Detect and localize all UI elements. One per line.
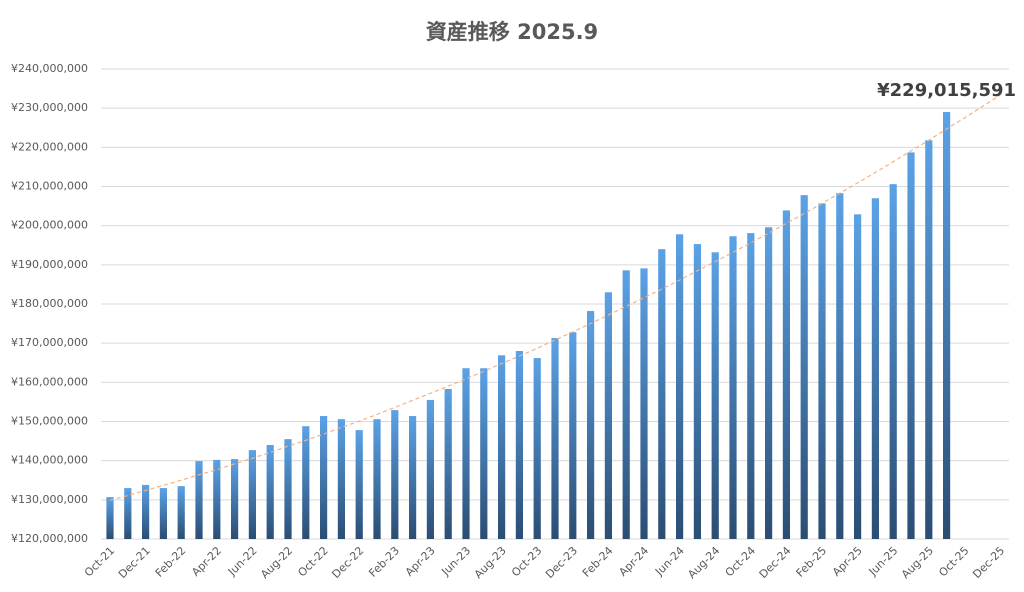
bar: [569, 332, 577, 539]
x-tick-label: Feb-24: [580, 544, 616, 580]
x-tick-label: Apr-24: [616, 544, 651, 579]
x-tick-label: Feb-25: [794, 544, 830, 580]
bar: [711, 252, 719, 540]
y-tick-label: ¥200,000,000: [11, 219, 88, 232]
bar: [854, 214, 862, 539]
bar: [213, 459, 221, 539]
x-tick-label: Jun-25: [866, 544, 901, 579]
y-tick-label: ¥180,000,000: [11, 297, 88, 310]
bar: [355, 430, 363, 539]
bar: [106, 497, 114, 539]
y-tick-label: ¥210,000,000: [11, 180, 88, 193]
bar: [765, 227, 773, 539]
bar: [391, 410, 399, 539]
bar: [640, 268, 648, 539]
x-tick-label: Oct-21: [82, 544, 117, 579]
bar: [195, 461, 203, 539]
x-tick-label: Oct-25: [936, 544, 971, 579]
bar: [373, 419, 381, 539]
x-tick-label: Aug-22: [258, 544, 295, 581]
bar: [480, 368, 488, 539]
bar: [622, 270, 630, 539]
x-tick-label: Jun-23: [438, 544, 473, 579]
bar: [907, 152, 915, 540]
bar: [142, 484, 150, 539]
bar: [515, 351, 523, 539]
bar: [925, 140, 933, 540]
y-tick-label: ¥130,000,000: [11, 493, 88, 506]
y-tick-label: ¥240,000,000: [11, 62, 88, 75]
bar: [320, 416, 328, 539]
trendline: [109, 94, 1001, 501]
y-tick-label: ¥120,000,000: [11, 532, 88, 545]
bar: [800, 195, 808, 539]
x-tick-label: Jun-24: [652, 544, 687, 579]
y-tick-label: ¥170,000,000: [11, 336, 88, 349]
y-tick-label: ¥150,000,000: [11, 415, 88, 428]
y-tick-label: ¥220,000,000: [11, 140, 88, 153]
bar: [836, 193, 844, 540]
x-tick-label: Apr-23: [403, 544, 438, 579]
y-tick-label: ¥140,000,000: [11, 454, 88, 467]
x-tick-label: Dec-22: [329, 544, 366, 581]
x-tick-label: Aug-25: [899, 544, 936, 581]
bar: [693, 244, 701, 539]
x-tick-label: Dec-24: [757, 544, 794, 581]
bar: [943, 112, 951, 539]
x-tick-label: Apr-25: [830, 544, 865, 579]
bar: [426, 399, 434, 539]
x-tick-label: Feb-22: [153, 544, 189, 580]
value-label: ¥229,015,591: [877, 80, 1016, 101]
bar: [462, 368, 470, 539]
bar: [889, 184, 897, 539]
bar: [818, 203, 826, 539]
bar: [248, 450, 256, 539]
x-tick-label: Jun-22: [225, 544, 260, 579]
x-tick-label: Oct-23: [509, 544, 544, 579]
bar: [747, 233, 755, 539]
bar: [409, 416, 417, 539]
bar: [604, 292, 612, 539]
x-tick-label: Oct-22: [295, 544, 330, 579]
x-tick-label: Dec-21: [116, 544, 153, 581]
bar: [587, 311, 595, 539]
bar: [124, 488, 132, 539]
bar: [551, 338, 559, 539]
bar: [782, 210, 790, 539]
x-tick-label: Aug-24: [685, 544, 722, 581]
bar: [871, 198, 879, 539]
bar: [284, 439, 292, 539]
y-tick-label: ¥190,000,000: [11, 258, 88, 271]
bar: [337, 419, 345, 539]
x-tick-label: Aug-23: [472, 544, 509, 581]
bar: [533, 358, 541, 539]
x-tick-label: Feb-23: [366, 544, 402, 580]
bar: [159, 488, 167, 539]
y-tick-label: ¥160,000,000: [11, 375, 88, 388]
bar: [177, 486, 185, 539]
bar: [729, 236, 737, 539]
x-tick-label: Oct-24: [723, 544, 758, 579]
bar: [676, 234, 684, 540]
x-tick-label: Apr-22: [189, 544, 224, 579]
bar: [658, 249, 666, 539]
bar: [444, 388, 452, 539]
bar: [231, 459, 239, 539]
bar: [266, 445, 274, 539]
x-tick-label: Dec-25: [970, 544, 1007, 581]
x-tick-label: Dec-23: [543, 544, 580, 581]
chart-title: 資産推移 2025.9: [426, 20, 598, 44]
bar: [302, 426, 310, 539]
bar: [498, 355, 506, 539]
y-tick-label: ¥230,000,000: [11, 101, 88, 114]
